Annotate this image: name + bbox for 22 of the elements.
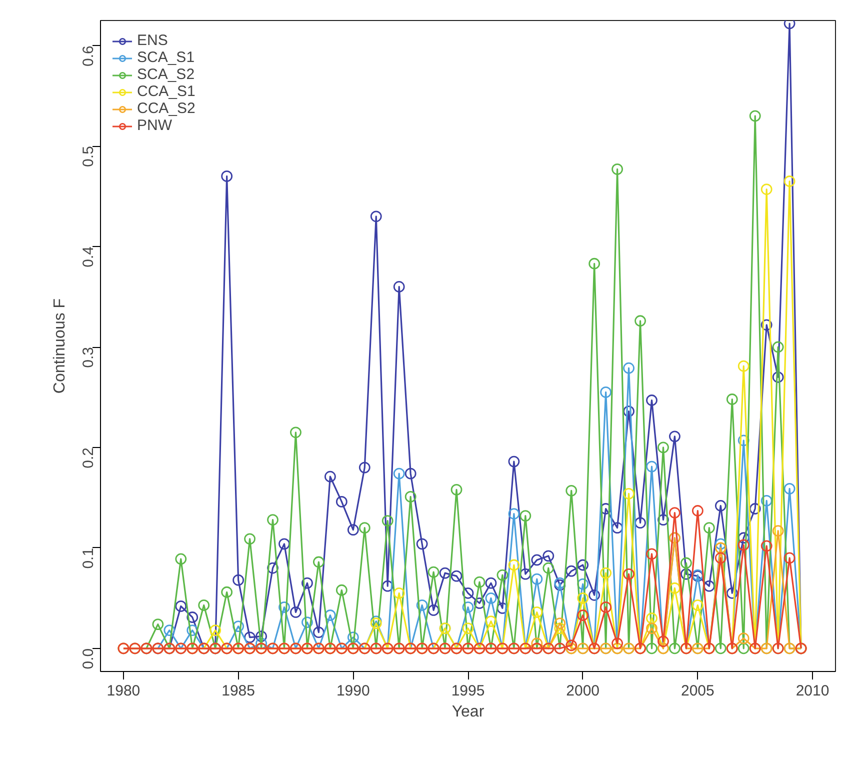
x-tick-label: 1995 (451, 682, 485, 700)
legend-label: ENS (137, 32, 168, 49)
y-tick-label: 0.6 (80, 46, 97, 66)
y-tick-label: 0.3 (80, 346, 97, 368)
x-tick-label: 2010 (796, 682, 830, 700)
legend-label: CCA_S2 (137, 100, 196, 117)
x-tick-label: 2000 (566, 682, 600, 700)
legend-label: SCA_S2 (137, 66, 195, 83)
x-axis-title: Year (452, 704, 485, 720)
y-tick-label: 0.0 (80, 648, 97, 670)
legend-label: SCA_S1 (137, 49, 195, 66)
y-axis-title: Continuous F (52, 298, 68, 394)
x-tick-label: 1990 (336, 682, 370, 700)
y-tick-label: 0.2 (80, 447, 97, 468)
y-tick-label: 0.5 (80, 146, 97, 167)
x-tick-label: 1980 (106, 682, 140, 700)
x-tick-label: 2005 (681, 682, 714, 700)
legend-label: PNW (137, 117, 172, 134)
y-tick-label: 0.4 (80, 246, 97, 268)
y-tick-label: 0.1 (80, 548, 97, 569)
legend-label: CCA_S1 (137, 83, 196, 100)
x-tick-label: 1985 (222, 682, 256, 700)
